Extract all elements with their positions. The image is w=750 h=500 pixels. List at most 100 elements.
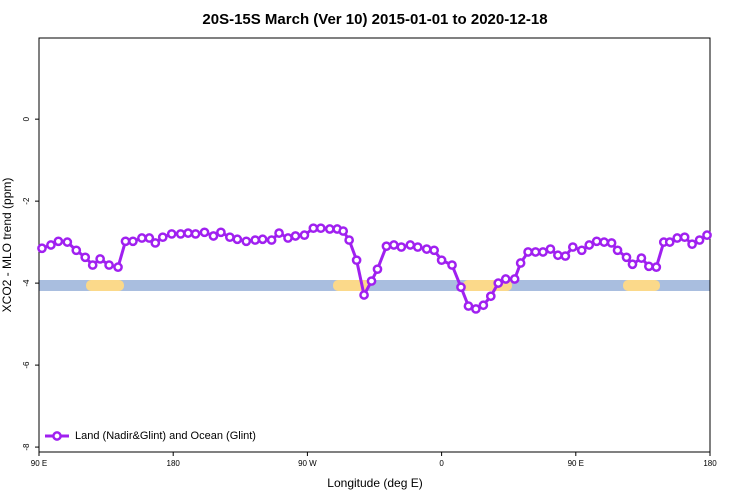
point (381, 241, 392, 252)
point (308, 223, 319, 234)
point (636, 253, 647, 263)
point (283, 233, 293, 243)
point (412, 242, 423, 252)
x-tick-label: 90 W (298, 459, 317, 468)
point (456, 282, 466, 293)
point (183, 228, 193, 238)
point (687, 239, 697, 250)
point (421, 244, 432, 254)
point (429, 245, 439, 256)
y-tick-label: 0 (22, 116, 31, 121)
point (538, 247, 548, 257)
point (396, 242, 407, 252)
point (478, 300, 489, 311)
point (389, 240, 399, 250)
point (324, 224, 335, 234)
point (359, 290, 369, 300)
point (166, 229, 177, 239)
point (232, 234, 243, 245)
point (621, 252, 632, 263)
point (515, 258, 526, 268)
point (175, 229, 186, 239)
point (274, 228, 284, 238)
point (157, 232, 168, 243)
x-tick-label: 0 (439, 459, 444, 468)
point (344, 235, 355, 245)
point (463, 301, 474, 311)
point (128, 236, 138, 247)
point (471, 304, 481, 314)
point (560, 251, 571, 261)
point (257, 234, 268, 245)
x-tick-label: 180 (703, 459, 717, 468)
land-band (623, 280, 660, 291)
point (612, 245, 623, 256)
point (37, 243, 47, 254)
point (315, 223, 326, 234)
y-tick-label: -8 (22, 443, 31, 451)
ocean-band (39, 280, 710, 291)
land-band (86, 280, 124, 291)
point (651, 262, 662, 272)
y-tick-label: -4 (22, 279, 31, 287)
x-tick-label: 90 E (31, 459, 47, 468)
point (241, 236, 252, 247)
point (567, 242, 578, 252)
y-axis-label: XCO2 - MLO trend (ppm) (0, 178, 14, 313)
point (87, 260, 98, 270)
y-tick-label: -2 (22, 197, 31, 205)
point (150, 238, 161, 248)
chart-title: 20S-15S March (Ver 10) 2015-01-01 to 202… (202, 11, 547, 28)
point (144, 233, 155, 243)
point (137, 233, 147, 243)
x-axis-label: Longitude (deg E) (327, 476, 422, 490)
point (679, 232, 690, 243)
point (447, 260, 457, 270)
legend-label: Land (Nadir&Glint) and Ocean (Glint) (75, 430, 256, 442)
point (606, 238, 617, 248)
y-tick-label: -6 (22, 361, 31, 369)
land-band (333, 280, 370, 291)
point (500, 274, 511, 284)
point (95, 254, 105, 264)
point (591, 236, 602, 247)
point (299, 230, 310, 241)
point (485, 291, 496, 302)
point (190, 229, 201, 239)
point (208, 231, 219, 241)
point (599, 237, 609, 247)
point (627, 259, 638, 270)
point (338, 226, 349, 236)
point (523, 247, 533, 257)
legend-marker (52, 431, 62, 441)
point (702, 230, 712, 241)
point (664, 237, 675, 247)
point (225, 232, 235, 243)
point (266, 235, 277, 245)
point (553, 250, 563, 261)
point (530, 247, 541, 257)
point (436, 255, 447, 266)
x-tick-label: 90 E (568, 459, 584, 468)
point (62, 237, 73, 247)
point (46, 240, 56, 250)
point (53, 236, 64, 247)
point (672, 233, 683, 243)
point (113, 262, 123, 272)
point (351, 255, 362, 266)
point (120, 236, 131, 247)
point (694, 235, 705, 245)
x-tick-label: 180 (167, 459, 181, 468)
point (493, 278, 504, 288)
point (80, 252, 91, 263)
point (250, 235, 261, 245)
point (366, 276, 377, 286)
point (216, 227, 226, 238)
point (509, 274, 520, 284)
point (372, 264, 383, 275)
point (71, 245, 82, 256)
point (104, 260, 114, 270)
point (199, 227, 210, 238)
